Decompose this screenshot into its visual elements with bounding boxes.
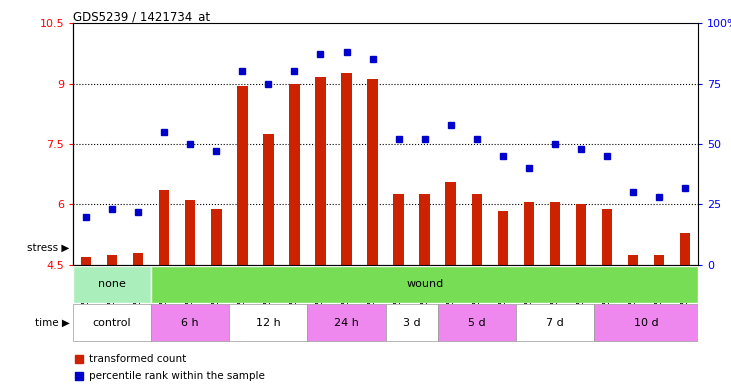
Bar [133,253,143,265]
Bar [73,304,151,341]
Bar [516,304,594,341]
Bar [602,209,612,265]
Bar [151,266,698,303]
Text: 5 d: 5 d [468,318,485,328]
Text: wound: wound [406,279,443,289]
Bar [386,304,438,341]
Text: 6 h: 6 h [181,318,199,328]
Bar [263,134,273,265]
Bar [185,200,195,265]
Bar [237,86,248,265]
Text: none: none [98,279,126,289]
Bar [445,182,456,265]
Bar [471,194,482,265]
Bar [594,304,698,341]
Bar [628,255,638,265]
Text: 3 d: 3 d [403,318,420,328]
Bar [438,304,516,341]
Bar [308,304,386,341]
Bar [654,255,664,265]
Text: 7 d: 7 d [546,318,564,328]
Bar [73,266,151,303]
Text: percentile rank within the sample: percentile rank within the sample [88,371,265,381]
Bar [523,202,534,265]
Bar [230,304,308,341]
Bar [420,194,430,265]
Bar [341,73,352,265]
Bar [368,79,378,265]
Text: time ▶: time ▶ [34,318,69,328]
Bar [393,194,404,265]
Bar [289,84,300,265]
Text: GDS5239 / 1421734_at: GDS5239 / 1421734_at [73,10,211,23]
Bar [151,304,230,341]
Text: control: control [93,318,132,328]
Text: 10 d: 10 d [634,318,659,328]
Bar [550,202,560,265]
Bar [576,204,586,265]
Text: stress ▶: stress ▶ [27,243,69,253]
Bar [680,233,690,265]
Bar [211,209,221,265]
Text: 12 h: 12 h [256,318,281,328]
Text: transformed count: transformed count [88,354,186,364]
Text: 24 h: 24 h [334,318,359,328]
Bar [159,190,170,265]
Bar [107,255,118,265]
Bar [315,78,326,265]
Bar [81,257,91,265]
Bar [498,210,508,265]
